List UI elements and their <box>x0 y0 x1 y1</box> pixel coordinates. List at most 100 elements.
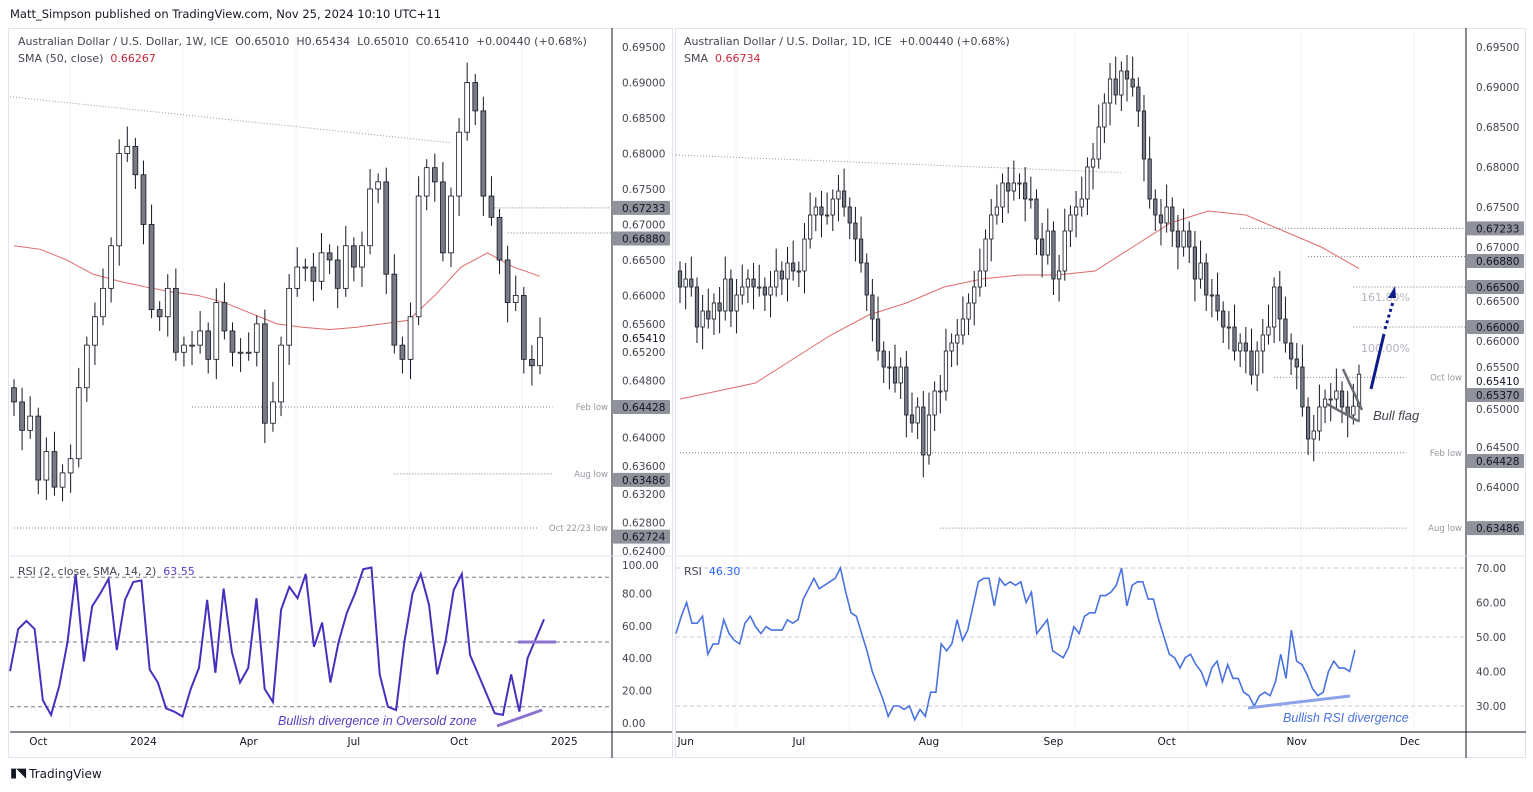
candle-up <box>960 318 966 336</box>
candle-down <box>819 206 824 216</box>
price-tick-label: 0.67000 <box>1476 242 1519 254</box>
price-tick-label: 0.68500 <box>622 113 665 125</box>
bull-flag-line <box>1341 368 1364 411</box>
rsi-tick-label: 40.00 <box>622 653 652 665</box>
candle-down <box>1277 286 1282 320</box>
candle-up <box>108 245 114 289</box>
weekly-chart-pane[interactable] <box>8 28 673 758</box>
candle-down <box>689 278 694 288</box>
weekly-open: O0.65010 <box>235 35 290 48</box>
price-tick-label: 0.67000 <box>622 219 665 231</box>
target-arrow-solid <box>1369 333 1386 390</box>
time-axis-label: Oct <box>29 736 47 748</box>
time-axis-label: Jun <box>676 736 693 748</box>
candle-down <box>1170 206 1175 232</box>
rsi-tick-label: 50.00 <box>1476 632 1506 644</box>
rsi-tick-label: 70.00 <box>1476 563 1506 575</box>
candle-up <box>887 366 892 369</box>
candle-up <box>1079 198 1084 208</box>
candle-up <box>932 390 937 416</box>
candle-up <box>825 214 830 217</box>
candle-down <box>504 259 511 303</box>
footer-brand: TradingView <box>29 766 102 781</box>
candle-up <box>537 336 543 367</box>
price-badge <box>1467 221 1524 236</box>
candle-up <box>977 270 982 288</box>
sma-line <box>679 210 1360 400</box>
sma-value: 0.66734 <box>715 52 761 65</box>
candle-down <box>431 167 438 183</box>
candle-up <box>1164 206 1169 224</box>
sma-label: SMA (50, close) <box>18 52 104 65</box>
weekly-rsi-legend[interactable]: RSI (2, close, SMA, 14, 2) 63.55 <box>18 565 195 578</box>
candle-up <box>1119 70 1124 96</box>
time-axis-label: Oct <box>1158 736 1176 748</box>
candle-down <box>1204 262 1209 296</box>
candle-down <box>875 318 881 352</box>
candle-up <box>898 366 903 384</box>
time-axis-label: Aug <box>919 736 940 748</box>
candle-up <box>785 262 790 280</box>
price-badge-label: 0.63486 <box>622 475 666 487</box>
daily-sma-legend[interactable]: SMA 0.66734 <box>684 52 761 65</box>
candle-down <box>892 366 898 384</box>
candle-down <box>1051 230 1056 280</box>
candle-down <box>909 414 915 424</box>
candle-up <box>926 414 932 456</box>
price-badge <box>613 400 670 415</box>
candle-up <box>1328 398 1333 401</box>
candle-down <box>35 415 42 481</box>
price-tick-label: 0.68500 <box>1476 122 1519 134</box>
candle-up <box>740 286 745 296</box>
weekly-sma-legend[interactable]: SMA (50, close) 0.66267 <box>18 52 156 65</box>
candle-down <box>870 294 875 320</box>
candle-up <box>1073 206 1079 216</box>
candle-up <box>989 214 994 240</box>
rsi-tick-label: 60.00 <box>622 621 652 633</box>
candle-down <box>529 358 535 367</box>
time-axis-label: Apr <box>240 736 259 748</box>
candle-up <box>59 472 66 488</box>
candle-up <box>1062 230 1067 272</box>
candle-down <box>1158 214 1164 224</box>
daily-chart-pane[interactable] <box>675 28 1526 758</box>
candle-up <box>464 82 470 133</box>
candle-up <box>359 245 365 268</box>
candle-down <box>853 222 858 240</box>
candle-down <box>399 344 406 360</box>
candle-up <box>100 287 106 318</box>
candle-up <box>375 181 381 190</box>
candle-down <box>1283 318 1288 344</box>
candle-down <box>310 266 317 282</box>
candle-up <box>836 190 841 200</box>
price-badge-label: 0.64428 <box>622 402 665 414</box>
candle-down <box>140 174 147 225</box>
rsi-line <box>9 566 545 719</box>
candle-up <box>286 287 292 346</box>
candle-up <box>423 167 430 197</box>
candle-up <box>181 344 187 353</box>
candle-down <box>262 323 268 424</box>
candle-down <box>520 295 527 360</box>
candle-up <box>189 344 195 347</box>
daily-rsi-legend[interactable]: RSI 46.30 <box>684 565 740 578</box>
candle-up <box>415 195 422 318</box>
candle-up <box>1317 406 1322 432</box>
candle-up <box>830 198 835 216</box>
candle-down <box>791 262 796 272</box>
candle-down <box>326 252 333 261</box>
footer[interactable]: ▮◥ TradingView <box>10 766 102 781</box>
candle-up <box>1181 230 1186 248</box>
candle-up <box>1028 198 1033 201</box>
candle-down <box>1192 246 1198 280</box>
candle-up <box>67 458 74 474</box>
candle-down <box>391 273 398 346</box>
sma-line <box>13 245 541 331</box>
price-badge <box>613 529 670 544</box>
candle-up <box>1311 430 1316 440</box>
rsi-tick-label: 40.00 <box>1476 667 1506 679</box>
trendline <box>675 154 1122 174</box>
tradingview-logo-icon: ▮◥ <box>10 766 26 781</box>
rsi-tick-label: 100.00 <box>622 560 659 572</box>
